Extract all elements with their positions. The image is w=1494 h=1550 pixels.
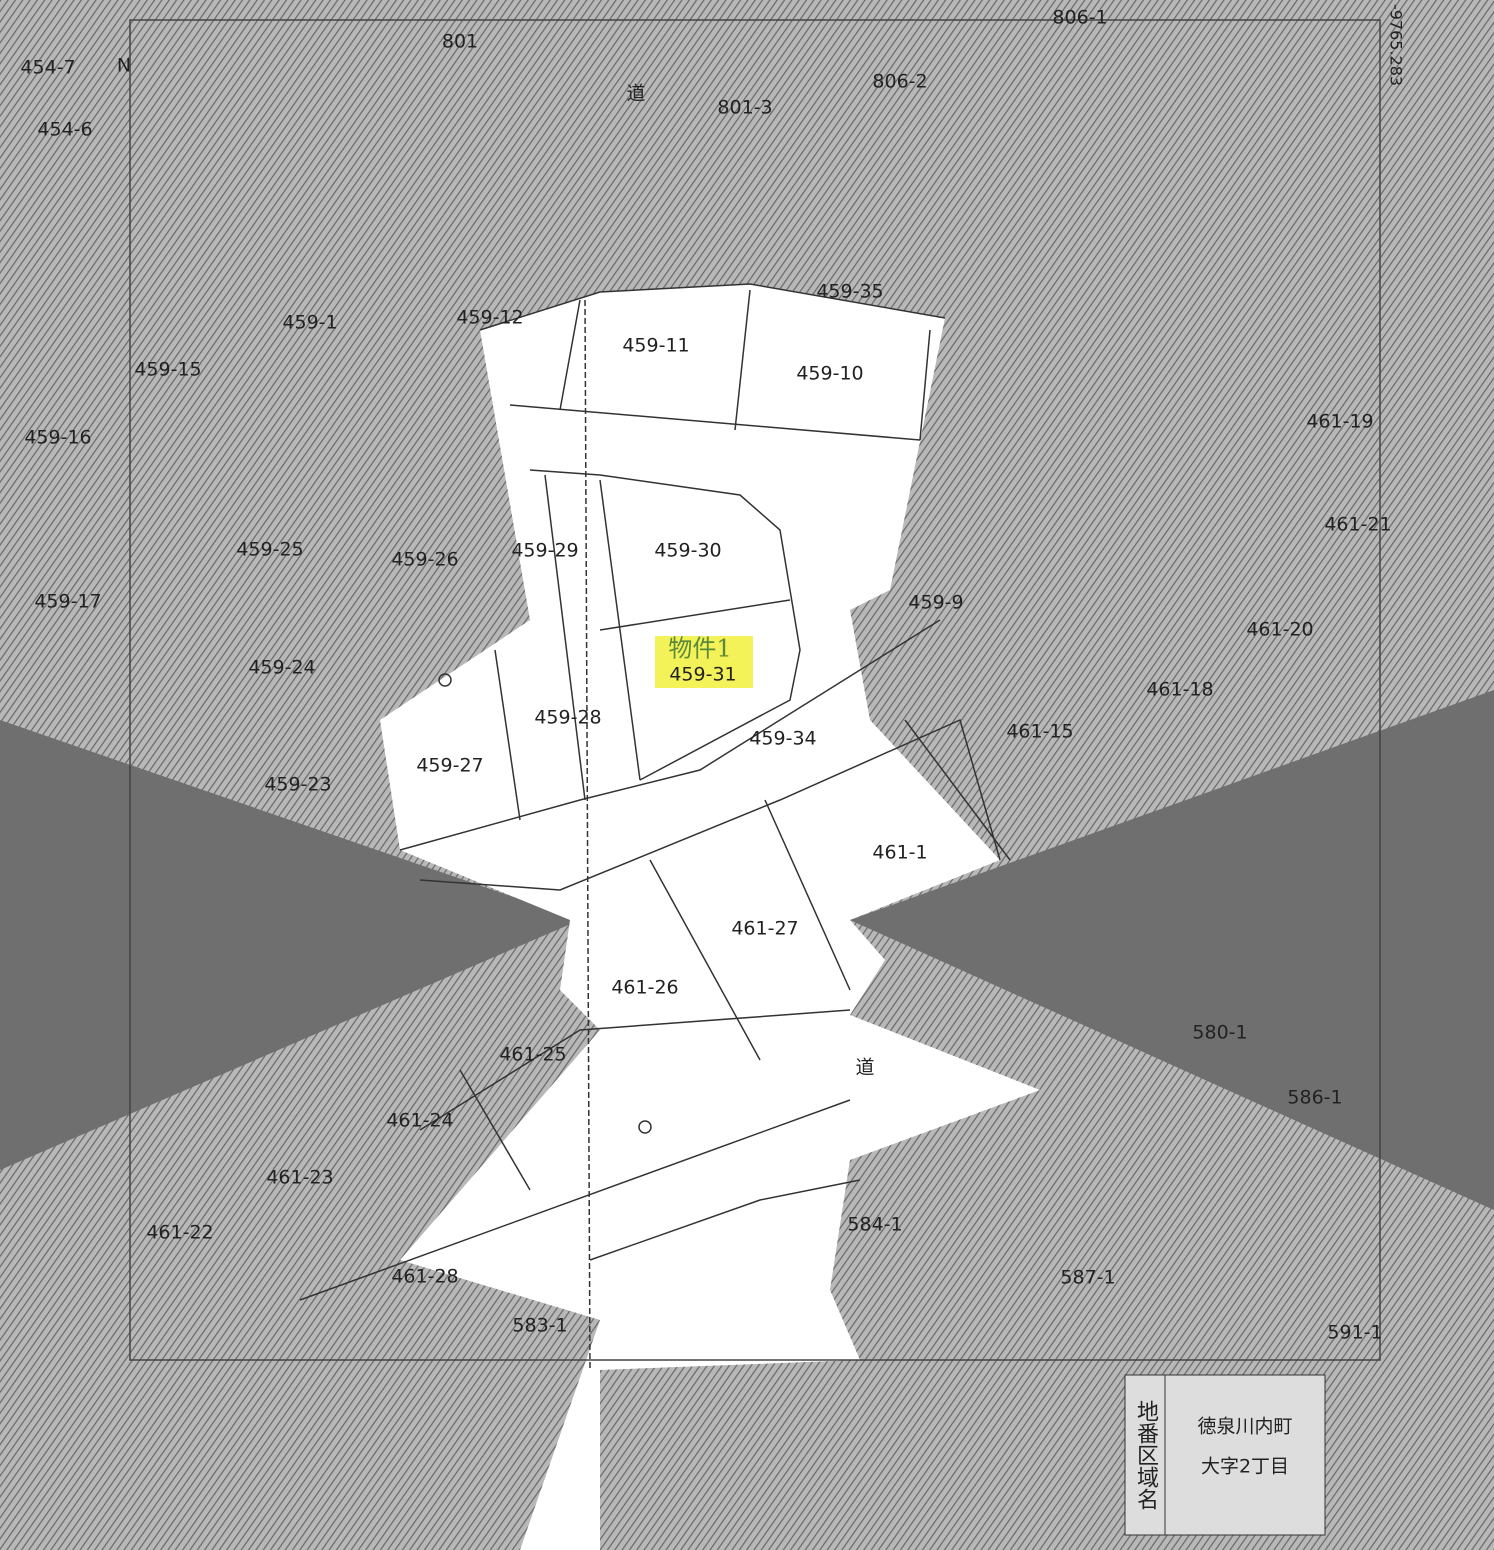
legend-line: 大字2丁目 [1201, 1456, 1289, 1478]
lot-label: 459-26 [391, 549, 458, 571]
lot-label: 459-28 [534, 707, 601, 729]
property-highlight [655, 636, 753, 688]
lot-label: 461-15 [1006, 721, 1073, 743]
lot-label: 461-26 [611, 977, 678, 999]
lot-label: 461-25 [499, 1044, 566, 1066]
lot-label: 461-28 [391, 1266, 458, 1288]
legend-box [1124, 1374, 1326, 1536]
lot-label: 461-27 [731, 918, 798, 940]
lot-label: 454-7 [20, 57, 75, 79]
lot-label: 461-18 [1146, 679, 1213, 701]
lot-label: 459-11 [622, 335, 689, 357]
lot-label: 459-16 [24, 427, 91, 449]
lot-label: 454-6 [37, 119, 92, 141]
frame [129, 19, 1381, 1361]
lot-label: 459-35 [816, 281, 883, 303]
coordinate: -9765.283 [1387, 4, 1406, 86]
lot-label: 459-12 [456, 307, 523, 329]
lot-label: 459-29 [511, 540, 578, 562]
legend-heading: 地番区域名 [1133, 1400, 1159, 1510]
lot-label: 461-22 [146, 1222, 213, 1244]
lot-label: 461-23 [266, 1167, 333, 1189]
white-area [380, 284, 1040, 1550]
lot-label: 459-34 [749, 728, 816, 750]
lot-label: 459-31 [669, 664, 736, 686]
lot-label: 459-9 [908, 592, 963, 614]
lot-label: 459-17 [34, 591, 101, 613]
lot-label: 806-2 [872, 71, 927, 93]
dark-wedge [850, 690, 1494, 1210]
lot-label: 580-1 [1192, 1022, 1247, 1044]
lot-label: 道 [855, 1057, 874, 1079]
lot-label: 道 [626, 83, 645, 105]
property-label: 物件1 [668, 635, 731, 663]
lot-label: 461-1 [872, 842, 927, 864]
lot-label: 461-19 [1306, 411, 1373, 433]
lot-label: 801 [442, 31, 478, 53]
lot-label: 459-15 [134, 359, 201, 381]
lot-label: 459-1 [282, 312, 337, 334]
lot-label: 583-1 [512, 1315, 567, 1337]
lot-label: 459-24 [248, 657, 315, 679]
parcel-lines [299, 283, 1011, 1371]
lot-label: 586-1 [1287, 1087, 1342, 1109]
legend-line: 徳泉川内町 [1197, 1416, 1292, 1438]
lot-label: 459-25 [236, 539, 303, 561]
lot-label: 461-20 [1246, 619, 1313, 641]
lot-label: 461-24 [386, 1110, 453, 1132]
lot-label: 587-1 [1060, 1267, 1115, 1289]
lot-label: 591-1 [1327, 1322, 1382, 1344]
lot-label: 459-30 [654, 540, 721, 562]
lot-label: 461-21 [1324, 514, 1391, 536]
lot-label: 459-10 [796, 363, 863, 385]
lot-label: 459-23 [264, 774, 331, 796]
lot-label: 459-27 [416, 755, 483, 777]
lot-label: N [117, 55, 131, 77]
lot-label: 806-1 [1052, 7, 1107, 29]
dark-wedge [0, 720, 580, 1170]
lot-label: 801-3 [717, 97, 772, 119]
lot-label: 584-1 [847, 1214, 902, 1236]
